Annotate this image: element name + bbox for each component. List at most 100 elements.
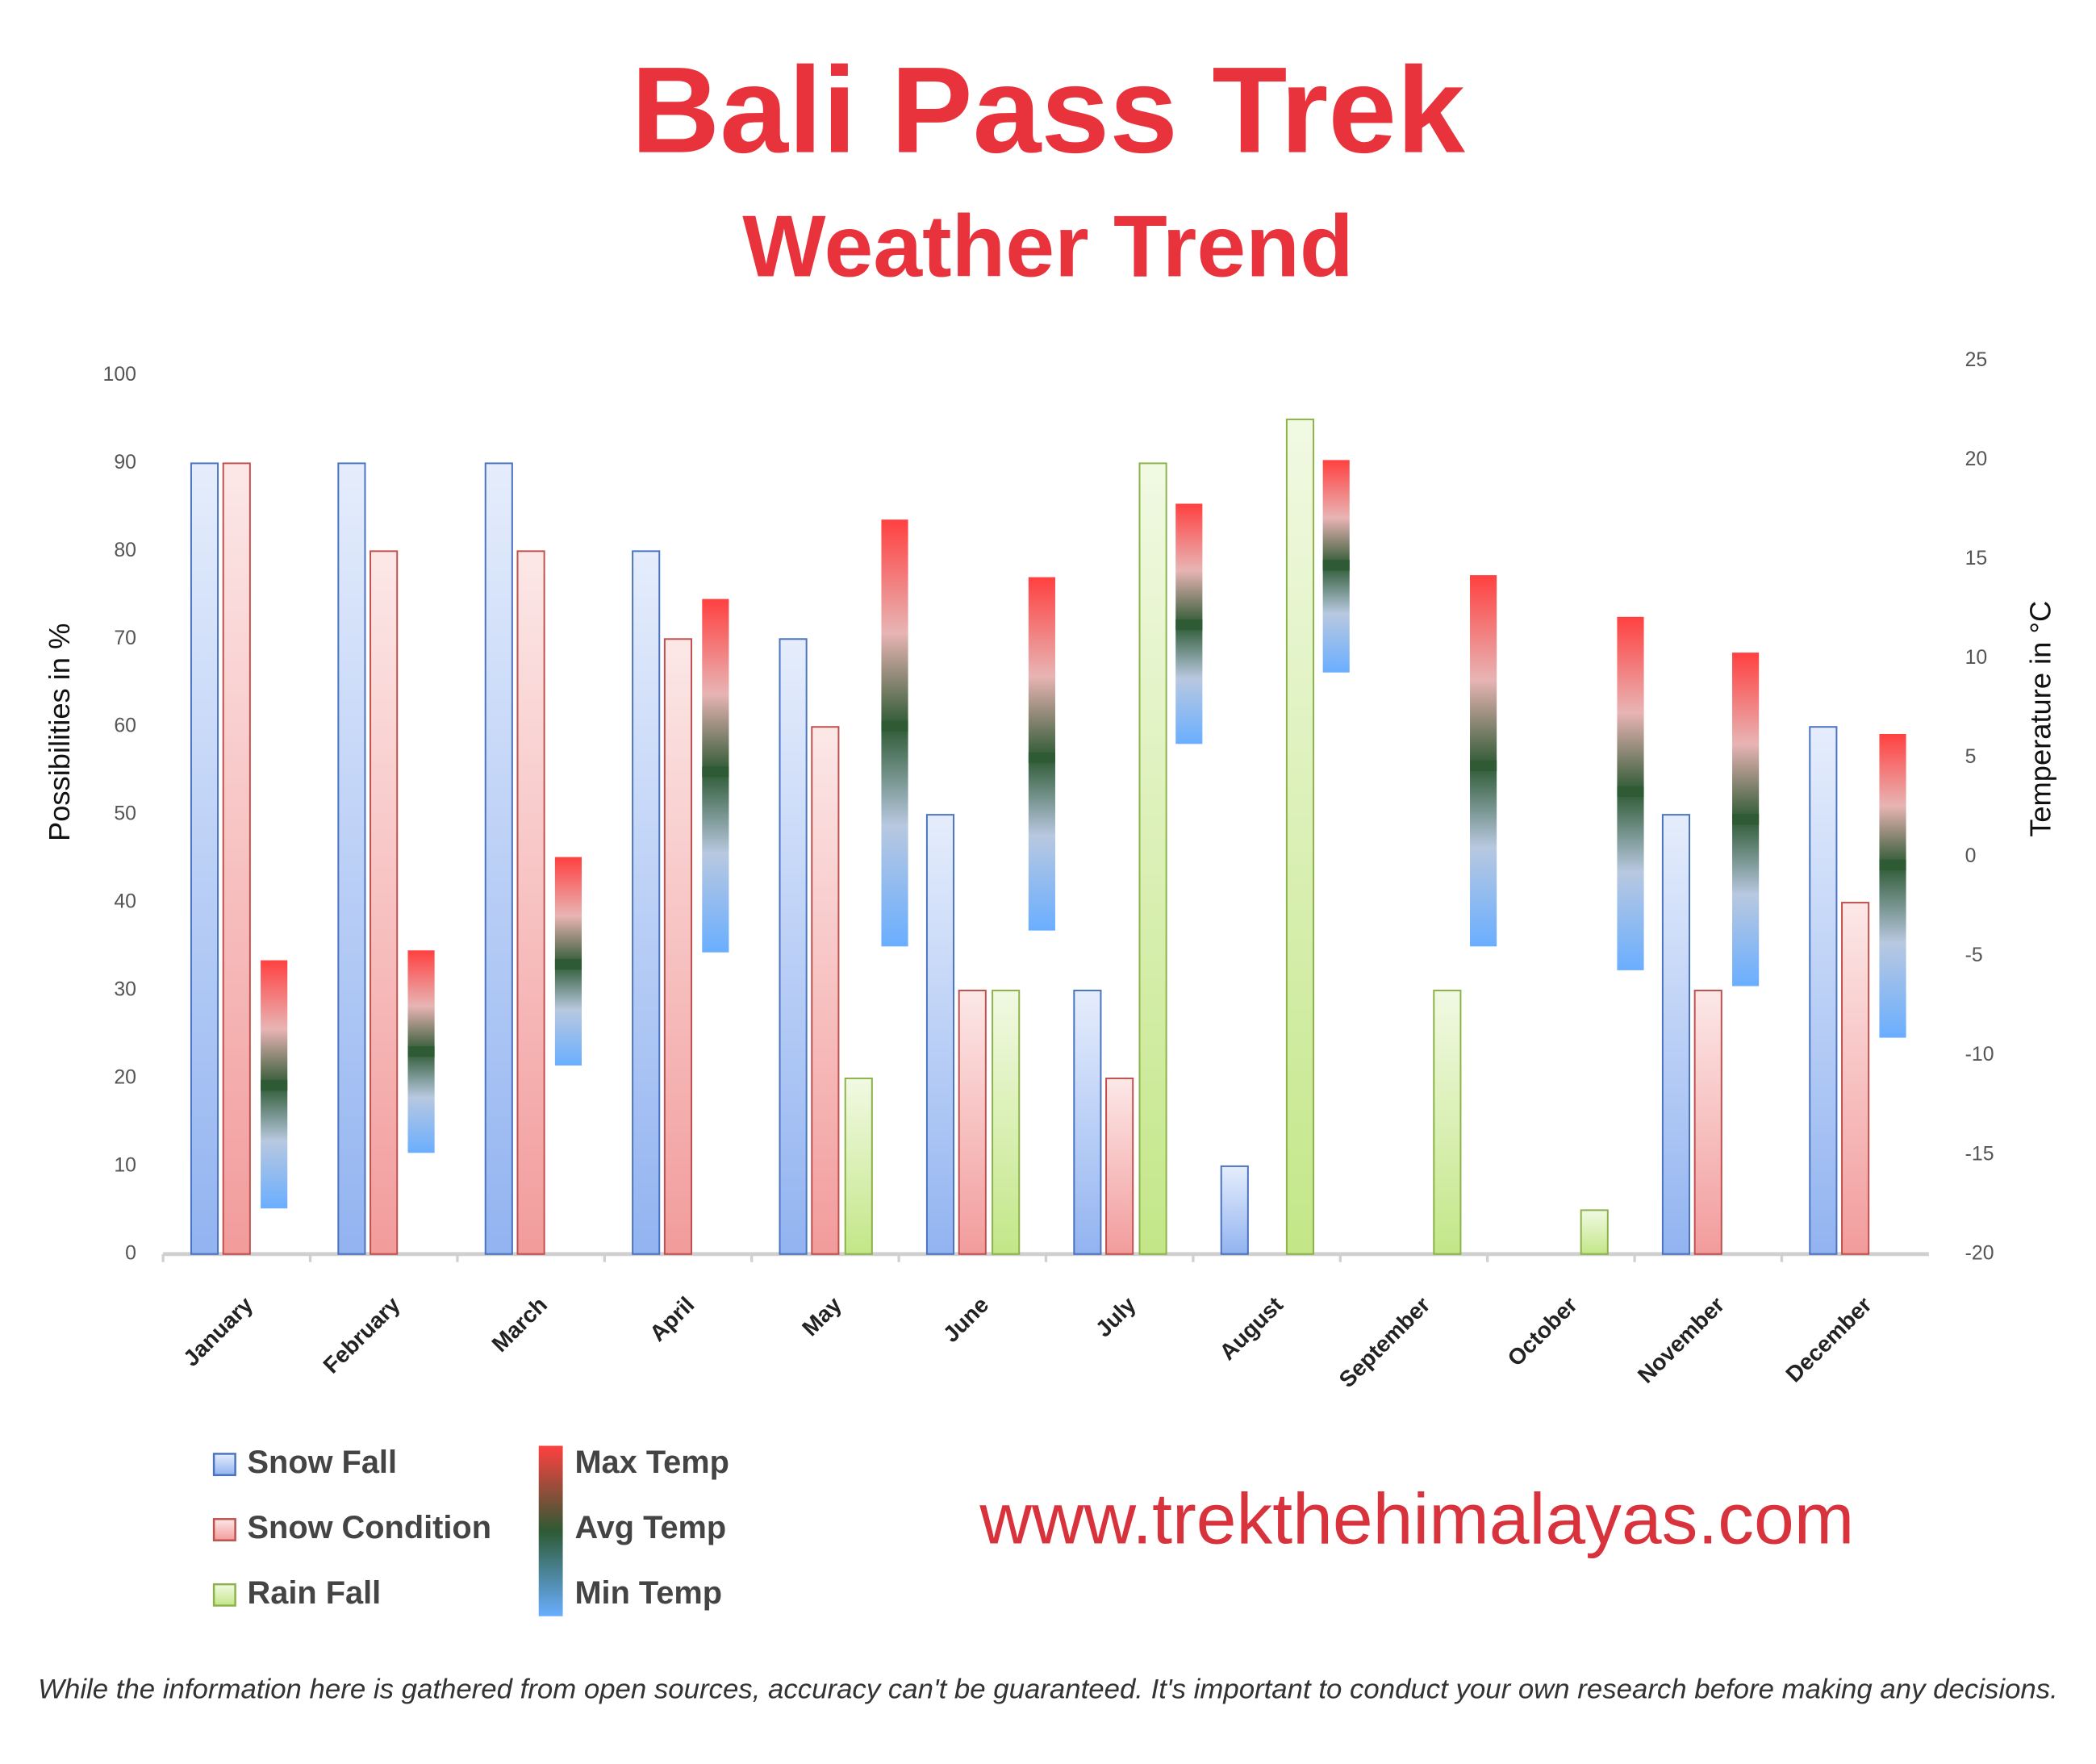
- x-tick-label: September: [1334, 1292, 1435, 1392]
- min-temp-bar: [702, 771, 729, 953]
- x-tick-label: October: [1503, 1292, 1582, 1371]
- legend-swatch: [212, 1583, 236, 1607]
- y-tick-label: 20: [114, 1067, 136, 1089]
- disclaimer: While the information here is gathered f…: [38, 1674, 2058, 1704]
- max-temp-bar: [1175, 503, 1203, 625]
- min-temp-bar: [1322, 565, 1350, 673]
- max-temp-bar: [407, 950, 435, 1052]
- x-tick-label: December: [1781, 1292, 1876, 1387]
- chart-title: Bali Pass Trek: [631, 42, 1465, 179]
- bar: [1841, 902, 1870, 1255]
- y-tick-label: 0: [125, 1242, 136, 1264]
- bar: [632, 550, 661, 1255]
- y-tick-label: 90: [114, 452, 136, 473]
- min-temp-bar: [1879, 865, 1906, 1038]
- bar: [1138, 462, 1167, 1255]
- bar: [1580, 1209, 1609, 1255]
- bar: [516, 550, 545, 1255]
- bar: [484, 462, 513, 1255]
- min-temp-bar: [881, 726, 908, 947]
- max-temp-bar: [1470, 575, 1497, 766]
- avg-temp-band: [261, 1080, 288, 1091]
- legend-label: Max Temp: [574, 1445, 729, 1480]
- x-tick-label: April: [645, 1292, 699, 1346]
- bar: [992, 990, 1021, 1255]
- y2-tick-label: -20: [1965, 1242, 1994, 1264]
- bar: [1105, 1077, 1134, 1255]
- legend-label: Avg Temp: [574, 1510, 726, 1545]
- avg-temp-band: [1028, 752, 1055, 764]
- y2-tick-label: -15: [1965, 1143, 1994, 1165]
- y2-tick-label: -10: [1965, 1044, 1994, 1065]
- bar: [958, 990, 987, 1255]
- bar: [190, 462, 219, 1255]
- legend-label: Snow Condition: [248, 1510, 491, 1545]
- max-temp-bar: [702, 598, 729, 772]
- x-tick-label: July: [1091, 1292, 1141, 1342]
- max-temp-bar: [1732, 653, 1760, 819]
- bar: [1809, 726, 1838, 1255]
- y2-tick-label: 15: [1965, 548, 1988, 569]
- min-temp-bar: [1470, 765, 1497, 947]
- legend-label: Min Temp: [574, 1575, 722, 1611]
- bar: [844, 1077, 873, 1255]
- legend-label: Snow Fall: [248, 1445, 398, 1480]
- y-tick-label: 30: [114, 979, 136, 1001]
- x-tick-label: August: [1215, 1291, 1288, 1365]
- bar: [370, 550, 399, 1255]
- avg-temp-band: [702, 766, 729, 778]
- avg-temp-band: [407, 1046, 435, 1057]
- avg-temp-band: [1617, 786, 1644, 797]
- x-tick-label: June: [938, 1292, 993, 1347]
- bar: [1433, 990, 1462, 1255]
- bar: [663, 638, 693, 1255]
- y-axis-title: Possibilities in %: [43, 623, 76, 841]
- min-temp-bar: [554, 964, 582, 1066]
- bar: [811, 726, 840, 1255]
- avg-temp-band: [554, 958, 582, 970]
- max-temp-bar: [1028, 577, 1055, 758]
- max-temp-bar: [261, 960, 288, 1086]
- x-tick-label: January: [178, 1292, 258, 1371]
- y-tick-label: 70: [114, 628, 136, 649]
- avg-temp-band: [1732, 814, 1760, 825]
- y-tick-label: 40: [114, 891, 136, 913]
- x-tick-label: March: [487, 1292, 553, 1357]
- x-tick-label: May: [797, 1292, 846, 1341]
- legend-label: Rain Fall: [248, 1575, 382, 1611]
- legend-swatch: [212, 1453, 236, 1477]
- min-temp-bar: [1732, 819, 1760, 986]
- bar: [337, 462, 366, 1255]
- bar: [925, 814, 955, 1255]
- y-tick-label: 100: [103, 364, 136, 386]
- legend-swatch: [212, 1518, 236, 1541]
- y2-tick-label: 20: [1965, 448, 1988, 470]
- max-temp-bar: [1617, 616, 1644, 792]
- max-temp-bar: [554, 857, 582, 965]
- bar: [779, 638, 808, 1255]
- y-tick-label: 10: [114, 1154, 136, 1176]
- min-temp-bar: [1175, 624, 1203, 744]
- bar: [1693, 990, 1722, 1255]
- y-tick-label: 80: [114, 540, 136, 561]
- min-temp-bar: [407, 1051, 435, 1153]
- x-tick-label: February: [319, 1292, 405, 1378]
- bar: [1661, 814, 1691, 1255]
- avg-temp-band: [1175, 619, 1203, 631]
- y2-tick-label: 0: [1965, 845, 1977, 867]
- bar: [1073, 990, 1102, 1255]
- bar: [1220, 1165, 1249, 1255]
- website: www.trekthehimalayas.com: [979, 1478, 1854, 1559]
- y2-tick-label: 25: [1965, 349, 1988, 371]
- y2-axis-title: Temperature in °C: [2023, 601, 2056, 837]
- legend-swatch: [538, 1445, 563, 1616]
- max-temp-bar: [1322, 460, 1350, 565]
- y2-tick-label: 10: [1965, 647, 1988, 669]
- max-temp-bar: [1879, 734, 1906, 865]
- chart-subtitle: Weather Trend: [742, 198, 1353, 296]
- min-temp-bar: [261, 1085, 288, 1209]
- avg-temp-band: [1322, 560, 1350, 571]
- bar: [222, 462, 251, 1255]
